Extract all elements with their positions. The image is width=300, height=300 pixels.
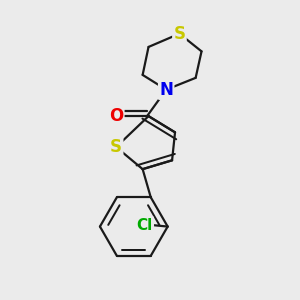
- Text: S: S: [110, 138, 122, 156]
- Text: O: O: [109, 107, 123, 125]
- Text: Cl: Cl: [136, 218, 153, 232]
- Text: N: N: [159, 81, 173, 99]
- Text: S: S: [173, 25, 185, 43]
